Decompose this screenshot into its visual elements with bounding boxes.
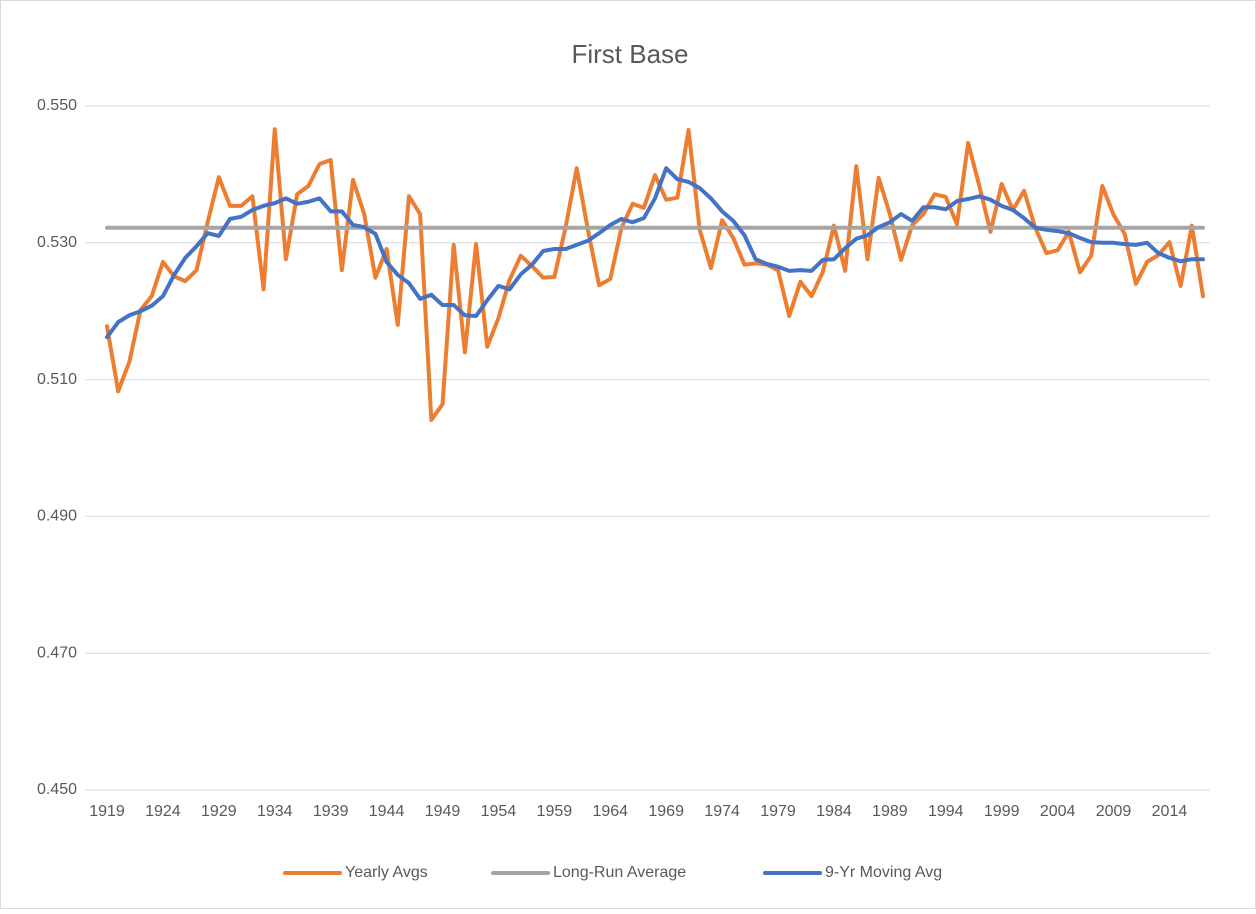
x-tick-label: 1939: [313, 803, 349, 820]
legend-label: 9-Yr Moving Avg: [825, 864, 942, 881]
x-tick-label: 1919: [89, 803, 125, 820]
x-tick-label: 2014: [1152, 803, 1188, 820]
x-tick-label: 1994: [928, 803, 964, 820]
x-tick-label: 1934: [257, 803, 293, 820]
x-tick-label: 1924: [145, 803, 181, 820]
y-tick-label: 0.470: [37, 644, 77, 661]
x-tick-label: 2009: [1096, 803, 1132, 820]
y-tick-label: 0.550: [37, 97, 77, 114]
x-tick-label: 1979: [760, 803, 796, 820]
x-tick-label: 1964: [592, 803, 628, 820]
series-line: [105, 127, 1205, 422]
y-tick-label: 0.490: [37, 508, 77, 525]
x-tick-label: 1989: [872, 803, 908, 820]
x-tick-label: 1949: [425, 803, 461, 820]
y-tick-label: 0.450: [37, 781, 77, 798]
x-tick-label: 2004: [1040, 803, 1076, 820]
legend-label: Yearly Avgs: [345, 864, 428, 881]
x-tick-label: 1999: [984, 803, 1020, 820]
x-tick-label: 1929: [201, 803, 237, 820]
x-tick-label: 1959: [537, 803, 573, 820]
y-tick-label: 0.530: [37, 234, 77, 251]
x-tick-label: 1984: [816, 803, 852, 820]
x-tick-label: 1974: [704, 803, 740, 820]
x-tick-label: 1969: [648, 803, 684, 820]
series-line: [105, 166, 1205, 340]
y-tick-label: 0.510: [37, 371, 77, 388]
x-tick-label: 1954: [481, 803, 517, 820]
legend-label: Long-Run Average: [553, 864, 686, 881]
chart-title: First Base: [571, 39, 688, 69]
x-tick-label: 1944: [369, 803, 405, 820]
